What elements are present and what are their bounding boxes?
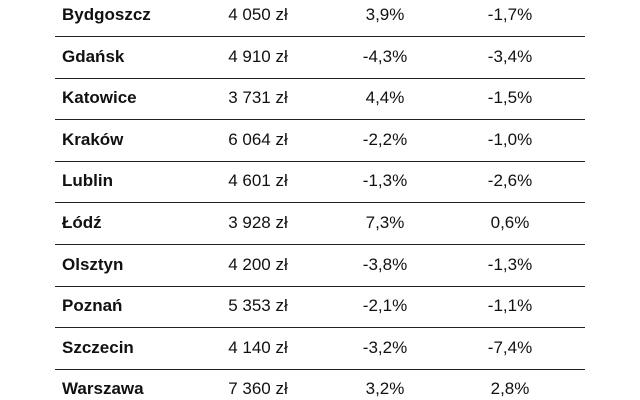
row-divider [55,119,585,121]
change-month: -4,3% [362,46,408,66]
change-year: -1,3% [487,254,533,274]
row-divider [55,244,585,245]
city-name: Kraków [62,129,124,149]
city-name: Olsztyn [62,254,124,274]
row-divider [55,327,585,329]
change-year: -7,4% [487,337,533,357]
city-name: Szczecin [62,337,134,357]
row-divider [55,368,585,370]
city-name: Poznań [62,296,123,316]
row-divider [55,160,585,162]
row-divider [55,285,585,287]
city-name: Warszawa [62,379,144,399]
change-year: 0,6% [490,213,530,232]
salary: 5 353 zł [228,296,288,316]
change-year: -1,1% [487,296,533,316]
salary: 4 140 zł [228,337,288,357]
change-month: -1,3% [362,171,408,191]
salary: 7 360 zł [228,379,288,399]
row-divider [55,36,585,37]
change-month: -3,2% [362,337,408,357]
city-name: Gdańsk [62,46,125,66]
change-month: 4,4% [365,88,405,108]
change-year: 2,8% [490,379,530,399]
salary: 6 064 zł [228,129,288,149]
change-year: -3,4% [487,46,533,66]
change-month: 3,2% [365,379,405,399]
salary: 4 601 zł [228,171,288,191]
change-month: -2,2% [362,129,408,149]
change-month: -2,1% [362,296,408,316]
salary: 3 731 zł [228,88,288,108]
change-year: -2,6% [487,171,533,191]
salary: 4 200 zł [228,254,288,274]
change-month: -3,8% [362,254,408,274]
city-name: Łódź [62,213,102,232]
salary: 3 928 zł [228,213,288,232]
change-year: -1,7% [487,5,533,24]
salary: 4 910 zł [228,46,288,66]
change-year: -1,0% [487,129,533,149]
city-name: Lublin [62,171,113,191]
row-divider [55,202,585,204]
change-month: 7,3% [365,213,405,232]
city-name: Katowice [62,88,137,108]
salary: 4 050 zł [228,5,288,24]
change-year: -1,5% [487,88,533,108]
change-month: 3,9% [365,5,405,24]
row-divider [55,77,585,79]
city-name: Bydgoszcz [62,5,151,24]
